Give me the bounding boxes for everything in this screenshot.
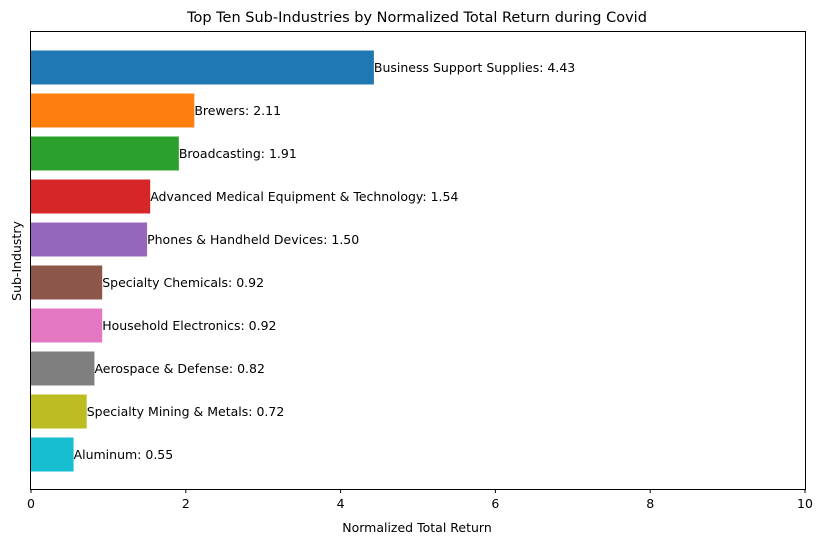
bar	[31, 394, 87, 429]
bar	[31, 308, 103, 343]
bar-data-label: Aerospace & Defense: 0.82	[94, 361, 264, 376]
x-axis-label: Normalized Total Return	[342, 520, 492, 535]
x-tick-label: 2	[182, 496, 190, 511]
bar-data-label: Specialty Chemicals: 0.92	[102, 275, 264, 290]
x-tick-label: 4	[337, 496, 345, 511]
bar-data-label: Advanced Medical Equipment & Technology:…	[150, 189, 458, 204]
bar	[31, 265, 103, 300]
bar-data-label: Phones & Handheld Devices: 1.50	[147, 232, 359, 247]
plot-frame	[30, 31, 806, 490]
bar	[31, 437, 74, 472]
x-axis-ticks: 0 2 4 6 8 10	[27, 489, 813, 511]
bar-data-label: Business Support Supplies: 4.43	[374, 60, 575, 75]
x-tick-label: 10	[797, 496, 813, 511]
bar-data-label: Aluminum: 0.55	[74, 447, 174, 462]
bar-data-label: Broadcasting: 1.91	[179, 146, 297, 161]
bar-data-label: Brewers: 2.11	[194, 103, 281, 118]
chart-title: Top Ten Sub-Industries by Normalized Tot…	[186, 10, 647, 26]
bar	[31, 50, 374, 85]
bar-data-label: Household Electronics: 0.92	[102, 318, 276, 333]
bar-labels-group: Business Support Supplies: 4.43 Brewers: …	[74, 60, 576, 462]
bar	[31, 179, 151, 214]
bar	[31, 136, 179, 171]
bar	[31, 222, 148, 257]
bar	[31, 93, 195, 128]
x-tick-label: 0	[27, 496, 35, 511]
bar-data-label: Specialty Mining & Metals: 0.72	[87, 404, 285, 419]
bar	[31, 351, 95, 386]
y-axis-label: Sub-Industry	[9, 221, 24, 301]
x-tick-label: 6	[491, 496, 499, 511]
x-tick-label: 8	[646, 496, 654, 511]
bars-group	[31, 50, 374, 472]
